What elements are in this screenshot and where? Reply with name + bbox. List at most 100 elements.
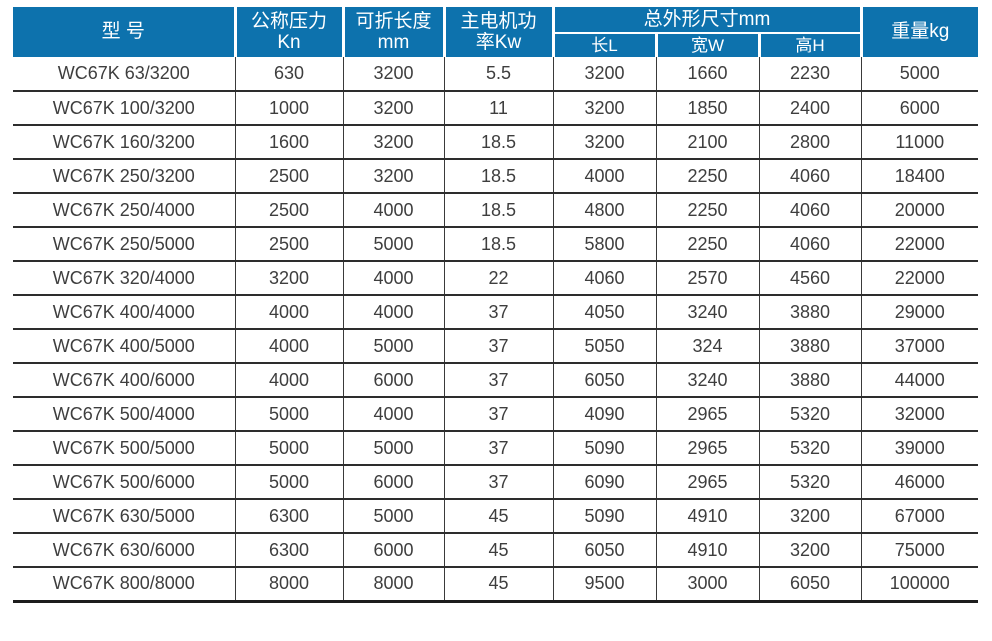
pressure-cell: 6300: [234, 499, 343, 534]
motor-power-cell: 37: [443, 329, 553, 364]
dim-width-cell: 3240: [655, 363, 759, 398]
dim-width-cell: 2965: [655, 397, 759, 432]
motor-power-cell: 18.5: [443, 193, 553, 228]
table-row: WC67K 250/5000 2500 5000 18.5 5800 2250 4060 22…: [13, 227, 978, 262]
model-cell: WC67K 320/4000: [13, 261, 235, 296]
pressure-cell: 4000: [234, 295, 343, 330]
fold-length-cell: 6000: [342, 465, 444, 500]
table-row: WC67K 63/3200 630 3200 5.5 3200 1660 2230 5000: [13, 57, 978, 92]
dim-length-cell: 5050: [552, 329, 656, 364]
dim-length-cell: 3200: [552, 91, 656, 126]
dim-width-cell: 3240: [655, 295, 759, 330]
pressure-cell: 630: [234, 57, 343, 92]
pressure-cell: 1000: [234, 91, 343, 126]
dim-length-cell: 6090: [552, 465, 656, 500]
model-cell: WC67K 500/5000: [13, 431, 235, 466]
col-header-dim-height-label: 高H: [795, 35, 825, 55]
motor-power-cell: 37: [443, 465, 553, 500]
pressure-cell: 5000: [234, 397, 343, 432]
fold-length-cell: 3200: [342, 91, 444, 126]
col-header-overall-dimensions: 总外形尺寸mm: [553, 7, 863, 34]
dim-length-cell: 4060: [552, 261, 656, 296]
weight-cell: 44000: [860, 363, 978, 398]
col-header-motor-power-line2: 率Kw: [475, 32, 522, 53]
motor-power-cell: 5.5: [443, 57, 553, 92]
weight-cell: 75000: [860, 533, 978, 568]
pressure-cell: 2500: [234, 227, 343, 262]
fold-length-cell: 8000: [342, 567, 444, 603]
dim-height-cell: 4060: [758, 159, 861, 194]
header-row-top: 型 号 公称压力 Kn 可折长度 mm 主电机功 率Kw 总外形尺寸mm: [13, 7, 978, 57]
table-row: WC67K 500/4000 5000 4000 37 4090 2965 5320 3200…: [13, 397, 978, 432]
pressure-cell: 2500: [234, 193, 343, 228]
fold-length-cell: 5000: [342, 499, 444, 534]
col-header-model-label: 型 号: [101, 21, 145, 42]
col-header-motor-power-line1: 主电机功: [460, 11, 537, 32]
dim-width-cell: 4910: [655, 533, 759, 568]
fold-length-cell: 4000: [342, 261, 444, 296]
fold-length-cell: 5000: [342, 329, 444, 364]
table-row: WC67K 250/3200 2500 3200 18.5 4000 2250 4060 18…: [13, 159, 978, 194]
model-cell: WC67K 400/6000: [13, 363, 235, 398]
col-header-motor-power: 主电机功 率Kw: [444, 7, 555, 57]
pressure-cell: 5000: [234, 431, 343, 466]
col-header-dim-length-label: 长L: [591, 35, 618, 55]
dim-width-cell: 324: [655, 329, 759, 364]
table-body: WC67K 63/3200 630 3200 5.5 3200 1660 2230 5000 W…: [13, 57, 978, 603]
dim-length-cell: 5800: [552, 227, 656, 262]
col-header-model: 型 号: [13, 7, 237, 57]
dim-width-cell: 2250: [655, 193, 759, 228]
col-header-dim-width: 宽W: [656, 33, 761, 57]
col-header-weight: 重量kg: [861, 7, 978, 57]
weight-cell: 18400: [860, 159, 978, 194]
motor-power-cell: 37: [443, 295, 553, 330]
model-cell: WC67K 630/6000: [13, 533, 235, 568]
table-row: WC67K 400/6000 4000 6000 37 6050 3240 3880 4400…: [13, 363, 978, 398]
col-header-pressure: 公称压力 Kn: [235, 7, 345, 57]
fold-length-cell: 5000: [342, 431, 444, 466]
model-cell: WC67K 250/3200: [13, 159, 235, 194]
dim-height-cell: 2400: [758, 91, 861, 126]
table-row: WC67K 400/4000 4000 4000 37 4050 3240 3880 2900…: [13, 295, 978, 330]
model-cell: WC67K 630/5000: [13, 499, 235, 534]
col-header-dim-height: 高H: [759, 33, 863, 57]
motor-power-cell: 37: [443, 363, 553, 398]
col-header-fold-length-line1: 可折长度: [355, 11, 432, 32]
fold-length-cell: 4000: [342, 193, 444, 228]
model-cell: WC67K 100/3200: [13, 91, 235, 126]
dim-height-cell: 5320: [758, 431, 861, 466]
pressure-cell: 4000: [234, 329, 343, 364]
dim-length-cell: 5090: [552, 431, 656, 466]
dim-length-cell: 5090: [552, 499, 656, 534]
motor-power-cell: 45: [443, 567, 553, 603]
dim-width-cell: 2100: [655, 125, 759, 160]
dim-height-cell: 2230: [758, 57, 861, 92]
pressure-cell: 1600: [234, 125, 343, 160]
table-row: WC67K 250/4000 2500 4000 18.5 4800 2250 4060 20…: [13, 193, 978, 228]
dim-length-cell: 3200: [552, 125, 656, 160]
fold-length-cell: 6000: [342, 363, 444, 398]
fold-length-cell: 4000: [342, 397, 444, 432]
weight-cell: 11000: [860, 125, 978, 160]
fold-length-cell: 6000: [342, 533, 444, 568]
dim-length-cell: 4000: [552, 159, 656, 194]
machine-spec-table: 型 号 公称压力 Kn 可折长度 mm 主电机功 率Kw 总外形尺寸mm: [13, 7, 978, 603]
dim-length-cell: 6050: [552, 533, 656, 568]
model-cell: WC67K 63/3200: [13, 57, 235, 92]
table-row: WC67K 630/5000 6300 5000 45 5090 4910 3200 6700…: [13, 499, 978, 534]
dim-width-cell: 3000: [655, 567, 759, 603]
weight-cell: 6000: [860, 91, 978, 126]
table-row: WC67K 630/6000 6300 6000 45 6050 4910 3200 7500…: [13, 533, 978, 568]
dim-length-cell: 4050: [552, 295, 656, 330]
table-row: WC67K 100/3200 1000 3200 11 3200 1850 2400 6000: [13, 91, 978, 126]
col-header-overall-dimensions-label: 总外形尺寸mm: [643, 8, 771, 30]
dim-width-cell: 2965: [655, 431, 759, 466]
header-row-sub: 长L 宽W 高H: [13, 33, 978, 57]
dim-width-cell: 1660: [655, 57, 759, 92]
fold-length-cell: 3200: [342, 159, 444, 194]
weight-cell: 5000: [860, 57, 978, 92]
motor-power-cell: 22: [443, 261, 553, 296]
weight-cell: 20000: [860, 193, 978, 228]
fold-length-cell: 3200: [342, 125, 444, 160]
pressure-cell: 4000: [234, 363, 343, 398]
